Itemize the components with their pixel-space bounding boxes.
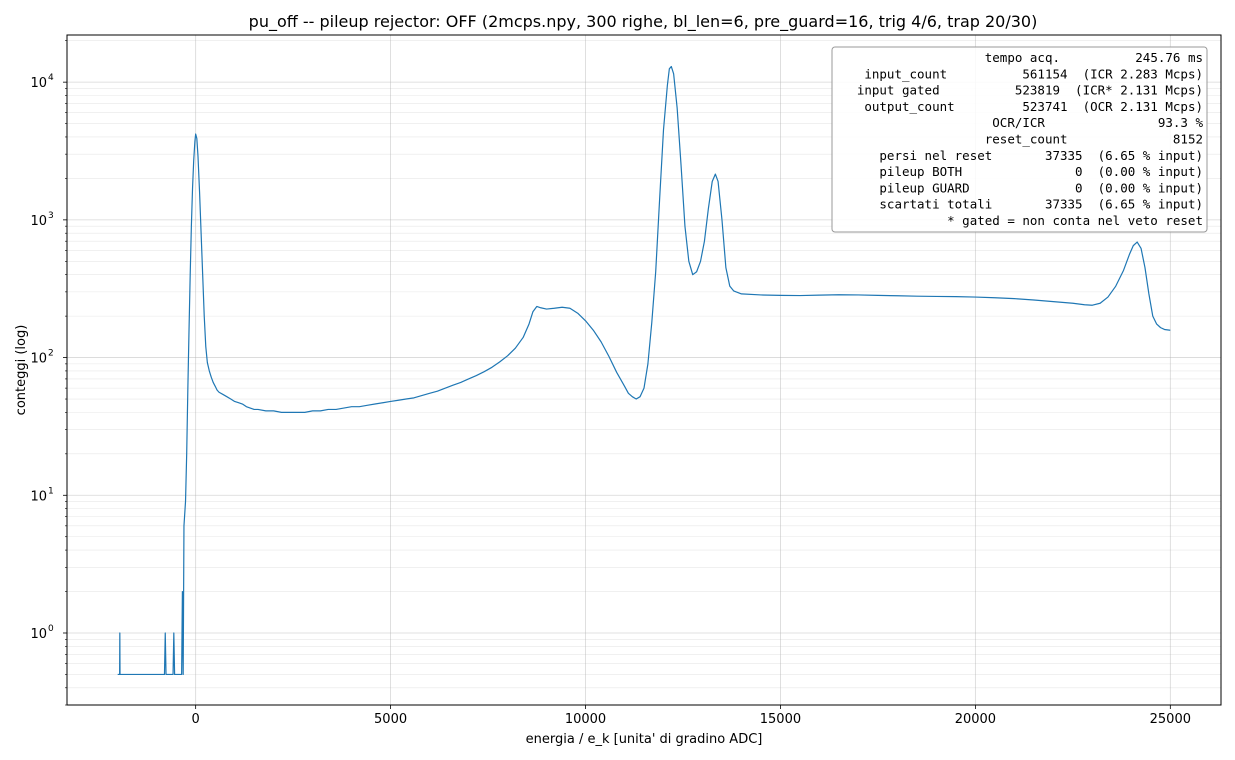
stats-legend-line: scartati totali 37335 (6.65 % input) — [857, 197, 1203, 212]
series-line-0 — [117, 65, 1171, 676]
plot-frame — [66, 34, 1222, 706]
x-tick-label: 5000 — [374, 712, 407, 727]
y-axis-label: conteggi (log) — [14, 325, 29, 416]
y-tick-label: 10 — [30, 489, 47, 504]
y-tick-label: 10 — [30, 76, 47, 91]
chart-title: pu_off -- pileup rejector: OFF (2mcps.np… — [249, 12, 1038, 32]
y-tick-exponent: 3 — [48, 211, 54, 221]
stats-legend-line: tempo acq. 245.76 ms — [887, 50, 1203, 65]
y-tick-exponent: 2 — [48, 349, 54, 359]
stats-legend-line: reset_count 8152 — [902, 132, 1203, 147]
stats-legend-line: pileup BOTH 0 (0.00 % input) — [857, 164, 1203, 179]
stats-legend-line: input_count 561154 (ICR 2.283 Mcps) — [857, 66, 1203, 81]
y-tick-label: 10 — [30, 627, 47, 642]
y-tick-exponent: 0 — [48, 624, 54, 634]
stats-legend-line: output_count 523741 (OCR 2.131 Mcps) — [857, 99, 1203, 114]
stats-legend-line: * gated = non conta nel veto reset — [872, 213, 1203, 228]
y-tick-label: 10 — [30, 352, 47, 367]
x-axis: 0 5000 10000 15000 20000 25000 — [192, 705, 1191, 727]
x-tick-label: 25000 — [1150, 712, 1191, 727]
stats-legend-lines: tempo acq. 245.76 ms input_count 561154 … — [857, 50, 1204, 228]
x-tick-label: 15000 — [760, 712, 801, 727]
y-tick-exponent: 4 — [48, 73, 54, 83]
x-tick-label: 10000 — [565, 712, 606, 727]
stats-legend-line: pileup GUARD 0 (0.00 % input) — [857, 180, 1203, 195]
stats-legend-frame — [831, 46, 1208, 233]
y-tick-label: 10 — [30, 214, 47, 229]
stats-legend-box: tempo acq. 245.76 ms input_count 561154 … — [831, 46, 1208, 233]
stats-legend-line: input gated 523819 (ICR* 2.131 Mcps) — [857, 83, 1203, 98]
series-layer — [117, 65, 1171, 676]
x-tick-label: 20000 — [955, 712, 996, 727]
stats-legend-line: persi nel reset 37335 (6.65 % input) — [857, 148, 1203, 163]
x-axis-label: energia / e_k [unita' di gradino ADC] — [526, 732, 763, 747]
y-tick-exponent: 1 — [48, 486, 54, 496]
stats-legend-line: OCR/ICR 93.3 % — [879, 115, 1203, 130]
x-tick-label: 0 — [192, 712, 200, 727]
